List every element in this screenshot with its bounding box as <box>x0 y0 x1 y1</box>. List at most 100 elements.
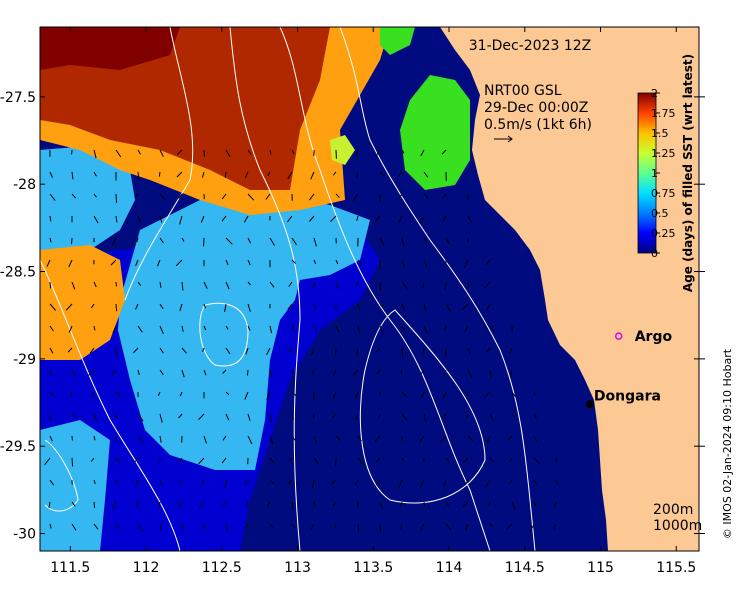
colorbar-tick-label: 0 <box>651 247 658 260</box>
current-vector <box>420 149 425 157</box>
current-vector <box>401 413 408 421</box>
current-vector <box>243 215 249 223</box>
y-tick-label: -27.5 <box>0 90 36 106</box>
current-vector <box>488 501 491 507</box>
current-vector <box>224 303 227 313</box>
current-vector <box>423 237 428 243</box>
current-vector <box>443 479 447 487</box>
y-tick-label: -28 <box>13 177 36 193</box>
x-tick-label: 111.5 <box>50 560 90 576</box>
current-vector <box>224 479 227 488</box>
current-vector <box>375 149 381 157</box>
current-vector <box>247 237 252 244</box>
current-vector <box>91 391 95 398</box>
contour-label-1000m: 1000m <box>653 518 702 534</box>
current-vector <box>355 281 359 287</box>
current-vector <box>247 325 251 331</box>
current-vector <box>244 479 249 486</box>
current-vector <box>115 457 121 464</box>
current-vector <box>357 259 363 265</box>
current-vector <box>418 435 425 444</box>
contour-1000m <box>279 27 491 551</box>
current-vector <box>181 237 185 242</box>
current-vector <box>159 369 164 375</box>
velocity-arrow-head <box>507 135 513 143</box>
current-vector <box>423 171 429 178</box>
current-vector <box>93 281 97 288</box>
current-vector <box>508 479 513 485</box>
current-vector <box>312 369 315 375</box>
current-vector <box>399 501 403 507</box>
contour-2000m <box>229 27 301 551</box>
current-vector <box>267 171 271 177</box>
current-vector <box>401 391 408 398</box>
colorbar: 2 1.75 1.5 1.25 1 0.75 0.5 0.25 0 Age (days) of … <box>637 54 695 292</box>
current-vector <box>115 347 118 357</box>
current-vector <box>136 237 139 243</box>
current-vector <box>511 413 516 418</box>
current-vector <box>135 259 139 266</box>
current-vector <box>442 391 447 399</box>
current-vector <box>291 391 297 396</box>
current-vector <box>159 193 166 200</box>
x-tick-label: 115 <box>587 560 614 576</box>
current-vector <box>485 259 491 266</box>
current-vector <box>269 413 272 423</box>
x-tick-label: 112.5 <box>202 560 242 576</box>
current-vector <box>221 193 227 200</box>
current-vector <box>332 171 337 176</box>
current-vector <box>291 523 296 529</box>
current-vector <box>181 523 184 530</box>
current-vector <box>533 435 538 443</box>
date-label: 31-Dec-2023 12Z <box>469 38 592 54</box>
current-vector <box>462 457 469 464</box>
current-vector <box>269 479 275 485</box>
current-vector <box>375 479 381 486</box>
current-vector <box>489 523 494 528</box>
current-vector <box>225 391 230 396</box>
current-vector <box>158 501 161 508</box>
current-vector <box>355 171 359 179</box>
current-vector <box>467 435 474 443</box>
current-vector <box>553 523 557 530</box>
current-vector <box>335 435 341 441</box>
current-vector <box>110 259 117 266</box>
current-vector <box>137 369 140 376</box>
current-vector <box>401 149 405 154</box>
current-vector <box>464 523 469 531</box>
current-vector <box>222 435 227 441</box>
current-vector <box>445 523 452 530</box>
current-vector <box>49 237 52 243</box>
current-vector <box>49 215 52 222</box>
current-vector <box>333 369 337 376</box>
current-vector <box>287 215 293 223</box>
current-vector <box>71 501 76 507</box>
current-vector <box>199 501 205 509</box>
current-vector <box>247 369 249 376</box>
current-vector <box>269 149 272 155</box>
colorbar-tick-label: 1.25 <box>651 147 676 160</box>
current-vector <box>269 325 273 334</box>
contour-legend: 200m 1000m <box>653 502 702 534</box>
current-vector <box>291 149 295 155</box>
contour-200m <box>339 27 536 551</box>
current-vector <box>420 369 425 375</box>
velocity-legend: NRT00 GSL 29-Dec 00:00Z 0.5m/s (1kt 6h) <box>484 83 592 143</box>
current-vector <box>198 413 205 421</box>
current-vector <box>291 325 295 332</box>
age-region-green-n <box>380 27 415 55</box>
current-vector <box>269 369 273 378</box>
current-vector <box>486 303 491 311</box>
current-vector <box>357 523 360 533</box>
current-vector <box>222 369 227 374</box>
current-vector <box>462 303 469 310</box>
current-vector <box>135 303 139 310</box>
current-vector <box>533 457 540 465</box>
current-vector <box>159 149 164 157</box>
plot-frame <box>39 26 700 552</box>
current-vector <box>335 325 340 333</box>
current-vector <box>355 413 359 421</box>
current-vector <box>203 435 207 444</box>
current-vector <box>423 325 428 334</box>
